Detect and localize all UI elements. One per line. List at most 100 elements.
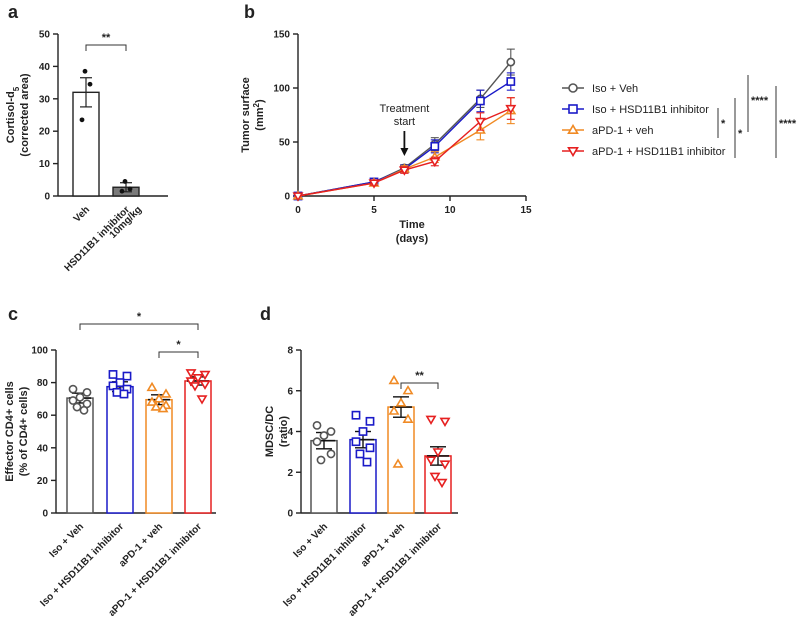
d-point <box>351 437 361 447</box>
d-point <box>436 478 448 489</box>
1-y-tick-label: 150 <box>273 30 290 41</box>
b-x-tick-label: 10 <box>444 205 456 216</box>
c-sig-1-bracket <box>158 351 199 358</box>
d-point <box>362 457 372 467</box>
2-y-tick-label: 40 <box>37 443 49 454</box>
b-series-line-iso_hsd <box>297 80 512 197</box>
a-sig-label: ** <box>102 32 111 44</box>
b-x-tick-label: 15 <box>520 205 532 216</box>
a-point <box>87 81 93 87</box>
a-sig-bracket <box>85 44 127 51</box>
d-point <box>388 374 400 385</box>
d-sig-0-bracket <box>400 382 439 389</box>
c-y-label: Effector CD4+ cells <box>4 381 16 482</box>
b-legend-label-iso_veh: Iso + Veh <box>592 83 638 95</box>
c-point <box>82 387 92 397</box>
c-point <box>192 374 204 384</box>
b-point-apd1_hsd <box>429 157 441 168</box>
d-point <box>326 427 336 436</box>
c-point <box>185 369 197 379</box>
b-point-iso_veh <box>506 57 516 67</box>
a-y-label-sub: 5 <box>12 86 21 91</box>
b-legend-label-apd1_hsd: aPD-1 + HSD11B1 inhibitor <box>592 146 726 158</box>
c-sig-0-bracket <box>79 323 199 330</box>
a-y-label-main: Cortisol-d <box>5 91 17 143</box>
b-y-label: Tumor surface <box>240 77 252 153</box>
b-point-iso_hsd <box>506 77 516 86</box>
d-point <box>365 416 375 426</box>
c-sig-0-label: * <box>137 311 142 323</box>
c-bar-3 <box>184 380 212 514</box>
b-point-iso_hsd <box>430 141 440 151</box>
3-y-tick-label: 0 <box>287 509 293 520</box>
b-point-iso_hsd <box>475 96 485 106</box>
b-annotation-line1: Treatment <box>380 103 430 115</box>
c-point <box>122 371 132 381</box>
b-y-label-unit: (mm <box>254 107 266 130</box>
0-y-tick-label: 30 <box>39 94 51 105</box>
a-point <box>119 188 125 194</box>
0-y-tick-label: 10 <box>39 159 51 170</box>
c-point <box>146 381 158 392</box>
1-y-tick-label: 0 <box>284 192 290 203</box>
1-y-tick-label: 100 <box>273 84 290 95</box>
a-point <box>127 186 133 192</box>
d-point <box>358 427 368 436</box>
b-point-apd1_hsd <box>474 117 486 128</box>
panel-label-d: d <box>260 304 271 324</box>
c-point <box>112 387 122 397</box>
b-y-label-close: ) <box>254 99 266 103</box>
d-point <box>312 420 322 430</box>
d-point <box>365 443 375 453</box>
d-y-label: MDSC/DC <box>264 406 276 457</box>
panel-label-a: a <box>8 2 19 22</box>
a-category-label: Veh <box>72 204 92 224</box>
c-point <box>185 377 197 387</box>
a-y-label: Cortisol-d5 <box>5 86 21 143</box>
c-bar-2 <box>145 398 173 514</box>
b-legend-marker-iso_veh <box>568 83 578 93</box>
c-point <box>75 392 85 402</box>
2-y-tick-label: 60 <box>37 411 49 422</box>
3-y-tick-label: 8 <box>287 346 293 357</box>
b-legend-marker-iso_hsd <box>568 104 578 114</box>
c-point <box>68 396 78 405</box>
c-point <box>79 405 89 415</box>
b-point-apd1_hsd <box>292 192 304 202</box>
b-y-label-2: (mm2) <box>252 99 267 131</box>
c-point <box>196 395 208 405</box>
d-point <box>439 460 451 470</box>
b-x-tick-label: 0 <box>295 205 301 216</box>
2-y-tick-label: 80 <box>37 378 49 389</box>
c-category-label: Iso + Veh <box>47 521 86 560</box>
d-point <box>402 413 414 423</box>
b-legend-label-apd1_veh: aPD-1 + veh <box>592 125 653 137</box>
d-bar-2 <box>387 406 415 514</box>
b-sig-label: **** <box>751 95 769 107</box>
c-point <box>119 389 129 399</box>
b-legend-marker-apd1_veh <box>567 123 579 134</box>
b-legend-label-iso_hsd: Iso + HSD11B1 inhibitor <box>592 104 709 116</box>
c-point <box>199 380 211 390</box>
panel-b: 0 50 100 150 0 5 10 15 Time (days) Tumor surface (m… <box>240 30 797 246</box>
b-point-apd1_hsd <box>398 166 410 176</box>
c-point <box>72 402 82 412</box>
b-point-apd1_hsd <box>368 179 380 189</box>
1-y-tick-label: 50 <box>279 138 291 149</box>
0-y-tick-label: 50 <box>39 30 51 41</box>
0-y-tick-label: 20 <box>39 127 51 138</box>
c-point <box>189 382 201 392</box>
c-sig-1-label: * <box>176 339 181 351</box>
a-y-label-2: (corrected area) <box>19 73 31 156</box>
a-point <box>122 179 128 184</box>
c-point <box>115 378 125 387</box>
a-bar-0 <box>72 91 100 197</box>
d-point <box>425 456 437 466</box>
0-y-tick-label: 40 <box>39 62 51 73</box>
b-x-tick-label: 5 <box>371 205 377 216</box>
c-point <box>153 393 165 403</box>
d-point <box>395 397 407 407</box>
